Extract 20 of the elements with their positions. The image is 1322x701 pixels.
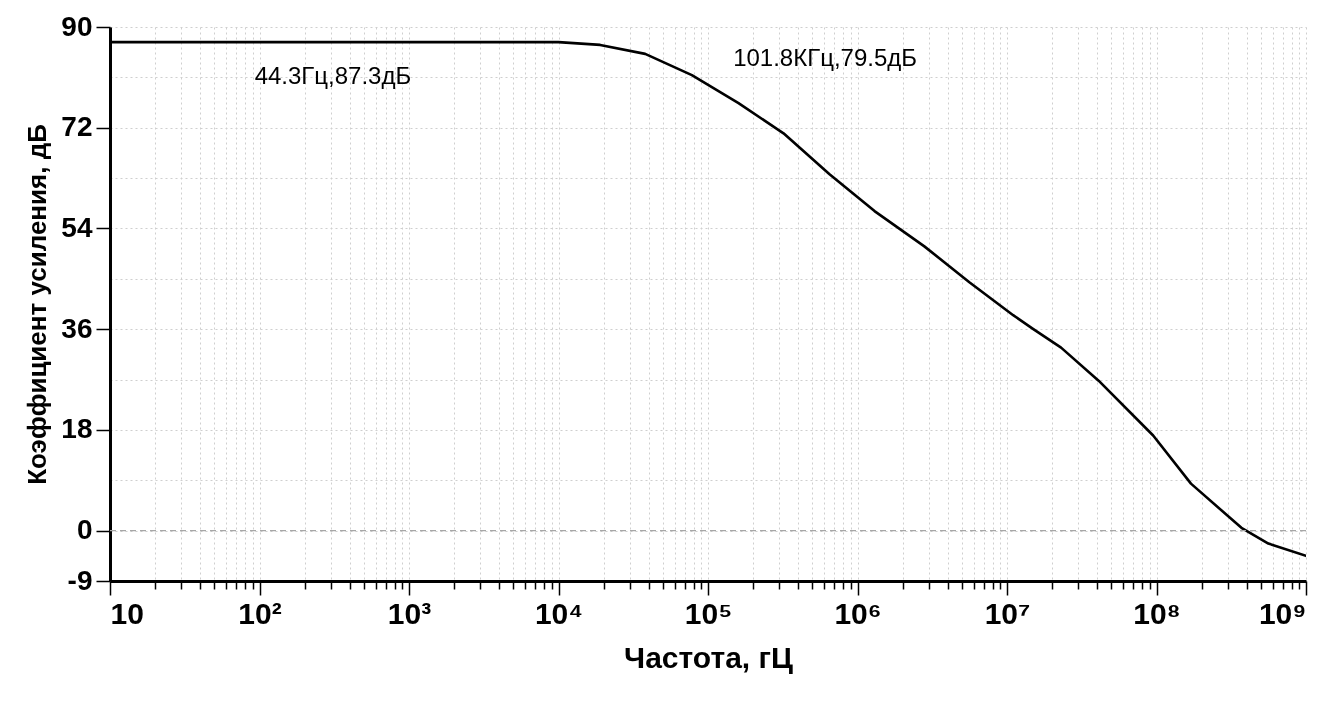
x-axis-title: Частота, гЦ bbox=[624, 640, 793, 674]
y-tick-label: 36 bbox=[61, 312, 93, 344]
x-tick-label: 10⁹ bbox=[1258, 596, 1307, 630]
x-tick-label: 10⁶ bbox=[834, 596, 882, 630]
x-tick-label: 10⁴ bbox=[534, 596, 584, 630]
x-tick-label: 10⁸ bbox=[1133, 596, 1181, 630]
x-tick-label: 10⁵ bbox=[684, 596, 733, 630]
y-axis-title: Коэффициент усиления, дБ bbox=[22, 124, 53, 485]
annotation: 44.3Гц,87.3дБ bbox=[254, 62, 412, 90]
y-tick-label: 90 bbox=[61, 10, 93, 42]
x-tick-label: 10⁷ bbox=[984, 596, 1031, 630]
y-tick-label: 18 bbox=[61, 413, 93, 445]
y-tick-label: 0 bbox=[76, 514, 93, 546]
x-tick-label: 10 bbox=[110, 596, 144, 630]
annotation: 101.8КГц,79.5дБ bbox=[733, 43, 918, 71]
x-tick-label: 10² bbox=[238, 596, 282, 630]
y-tick-label: -9 bbox=[67, 564, 93, 596]
y-tick-label: 72 bbox=[61, 111, 93, 143]
y-tick-label: 54 bbox=[61, 211, 93, 243]
x-tick-label: 10³ bbox=[387, 596, 432, 630]
